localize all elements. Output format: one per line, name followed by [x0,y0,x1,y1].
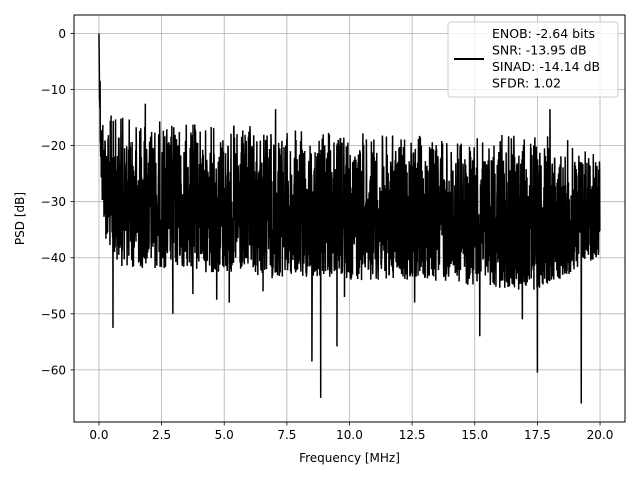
x-tick-label: 17.5 [524,428,551,442]
x-axis-label: Frequency [MHz] [299,451,400,465]
psd-series-line [98,33,601,404]
y-tick-label: −60 [41,363,66,377]
legend-snr: SNR: -13.95 dB [492,43,587,58]
x-tick-label: 10.0 [336,428,363,442]
y-tick-label: −40 [41,251,66,265]
legend-sfdr: SFDR: 1.02 [492,76,561,91]
x-axis-ticks: 0.0 2.5 5.0 7.5 10.0 12.5 15.0 17.5 20.0 [89,422,613,442]
legend-sinad: SINAD: -14.14 dB [492,59,600,74]
legend: ENOB: -2.64 bits SNR: -13.95 dB SINAD: -… [447,21,619,98]
y-axis-label: PSD [dB] [13,192,27,245]
x-tick-label: 7.5 [277,428,296,442]
y-tick-label: −50 [41,307,66,321]
x-tick-label: 12.5 [399,428,426,442]
y-tick-label: −20 [41,139,66,153]
x-tick-label: 2.5 [152,428,171,442]
y-tick-label: −10 [41,83,66,97]
y-axis-ticks: 0 −10 −20 −30 −40 −50 −60 [41,27,74,377]
plot-area [98,33,601,404]
x-tick-label: 15.0 [461,428,488,442]
legend-box [447,21,619,98]
x-tick-label: 20.0 [587,428,614,442]
legend-enob: ENOB: -2.64 bits [492,26,595,41]
x-tick-label: 5.0 [215,428,234,442]
x-tick-label: 0.0 [89,428,108,442]
y-tick-label: 0 [58,27,66,41]
y-tick-label: −30 [41,195,66,209]
